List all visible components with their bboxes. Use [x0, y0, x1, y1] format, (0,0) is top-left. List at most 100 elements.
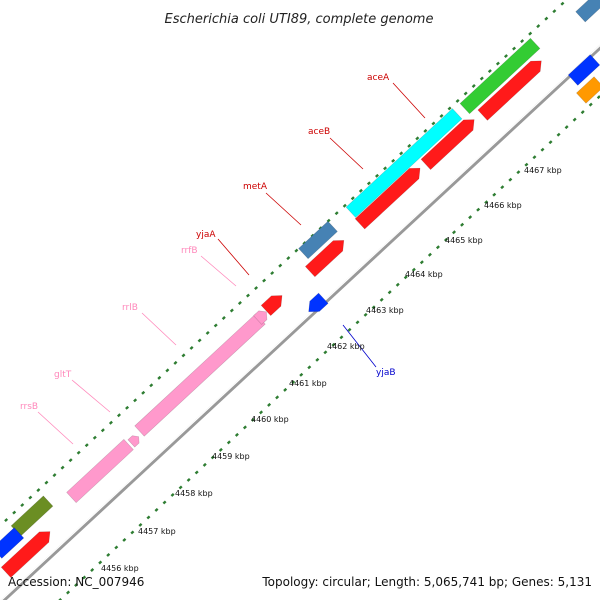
gene-label-metA: metA	[243, 182, 268, 192]
outer-tick-dot	[455, 98, 460, 103]
inner-tick-dot	[444, 237, 448, 242]
inner-tick-dot	[572, 117, 577, 122]
outer-tick-dot	[552, 9, 557, 14]
inner-tick-dot	[267, 402, 272, 407]
gene-label-rrlB: rrlB	[122, 303, 138, 313]
inner-tick-dot	[339, 335, 344, 340]
feature-block-orange-shape	[576, 76, 600, 104]
inner-tick-dot	[162, 500, 167, 505]
tick-label-1: 4456 kbp	[101, 564, 139, 573]
outer-tick-dot	[334, 211, 339, 216]
inner-tick-dot	[476, 207, 481, 212]
aceA-red-block-shape	[420, 119, 475, 170]
tick-label-8: 4463 kbp	[366, 306, 404, 315]
feature-block-steelblue-topright-shape	[575, 0, 600, 23]
inner-tick-dot	[363, 312, 368, 317]
yjaB-gene-block	[308, 292, 329, 313]
inner-tick-dot	[427, 252, 432, 257]
gene-label-aceB: aceB	[308, 127, 330, 137]
gltT-gene-block-shape	[127, 435, 140, 448]
outer-tick-dot	[528, 31, 533, 36]
inner-tick-dot	[548, 140, 553, 145]
outer-tick-dot	[262, 278, 267, 283]
outer-tick-dot	[278, 263, 283, 268]
outer-tick-dot	[439, 113, 444, 118]
rrlB-gene-block-shape	[134, 313, 266, 437]
tick-label-4: 4459 kbp	[212, 452, 250, 461]
metA-gene-block	[304, 240, 345, 278]
outer-tick-dot	[237, 301, 242, 305]
gene-label-aceA: aceA	[367, 73, 390, 83]
outer-tick-dot	[391, 158, 396, 163]
gltT-leader	[71, 379, 111, 413]
gltT-gene-block	[127, 435, 140, 448]
aceB-gene-block-shape	[345, 108, 463, 218]
feature-blocks	[0, 0, 600, 578]
outer-tick-dot	[92, 435, 97, 440]
inner-tick-dot	[90, 568, 95, 572]
inner-tick-dot	[178, 485, 183, 490]
inner-tick-dot	[154, 507, 159, 512]
gene-labels: aceA aceB metA yjaA rrfB rrlB gltT rrsB yjaB	[20, 73, 396, 412]
yjaB-leader	[342, 324, 377, 368]
inner-tick-dot	[524, 162, 529, 167]
inner-tick-dot	[395, 282, 400, 287]
outer-tick-dot	[286, 256, 291, 261]
outer-tick-dot	[366, 181, 371, 186]
gene-label-yjaA: yjaA	[196, 230, 216, 240]
tick-labels: 4456 kbp 4457 kbp 4458 kbp 4459 kbp 4460 kbp…	[101, 166, 562, 573]
yjaB-gene-block-shape	[308, 292, 329, 313]
rrfB-gene-block-shape	[253, 310, 268, 325]
gene-label-rrfB: rrfB	[181, 246, 198, 256]
inner-tick-dot	[508, 177, 513, 182]
outer-tick-dot	[229, 308, 234, 313]
outer-tick-dot	[512, 46, 517, 51]
outer-tick-dot	[374, 173, 379, 178]
inner-tick-dot	[202, 462, 207, 467]
inner-tick-dot	[283, 387, 288, 392]
outer-tick-dot	[68, 458, 73, 463]
outer-tick-dot	[471, 84, 476, 88]
rrsB-gene-block	[66, 438, 134, 504]
outer-tick-dot	[28, 495, 33, 500]
feature-block-red-upper	[477, 60, 542, 121]
outer-tick-dot	[157, 375, 162, 380]
inner-tick-dot	[403, 275, 408, 280]
outer-tick-dot	[270, 271, 275, 276]
inner-tick-dot	[275, 395, 280, 400]
feature-block-steelblue	[298, 220, 338, 260]
feature-block-olive	[10, 495, 54, 537]
feature-block-steelblue-shape	[298, 220, 338, 260]
feature-block-red-left	[0, 531, 51, 578]
outer-tick-dot	[12, 510, 17, 515]
rrsB-leader	[37, 411, 74, 445]
inner-tick-dot	[170, 492, 175, 497]
aceA-gene-block	[459, 37, 541, 115]
genome-summary: Topology: circular; Length: 5,065,741 bp…	[261, 575, 592, 589]
inner-tick-dot	[516, 170, 521, 175]
inner-tick-dot	[74, 583, 79, 587]
outer-tick-dot	[60, 465, 65, 470]
outer-tick-dot	[495, 61, 500, 66]
outer-tick-dot	[254, 286, 259, 291]
outer-tick-dot	[447, 106, 452, 111]
feature-block-blue-left-shape	[0, 527, 25, 559]
tick-label-3: 4458 kbp	[175, 489, 213, 498]
inner-tick-dot	[259, 410, 264, 415]
outer-tick-dot	[544, 16, 549, 21]
outer-tick-dot	[479, 76, 484, 81]
metA-leader	[265, 192, 302, 226]
aceB-red-block	[354, 167, 421, 230]
outer-tick-dot	[342, 203, 347, 208]
inner-tick-dot	[387, 290, 392, 295]
aceB-leader	[329, 137, 364, 170]
outer-tick-dot	[487, 69, 492, 73]
tick-label-12: 4467 kbp	[524, 166, 562, 175]
inner-tick-dot	[323, 350, 328, 355]
outer-tick-dot	[189, 345, 194, 350]
outer-tick-dot	[520, 39, 525, 44]
inner-tick-dot	[210, 455, 215, 460]
inner-tick-dot	[419, 260, 424, 265]
